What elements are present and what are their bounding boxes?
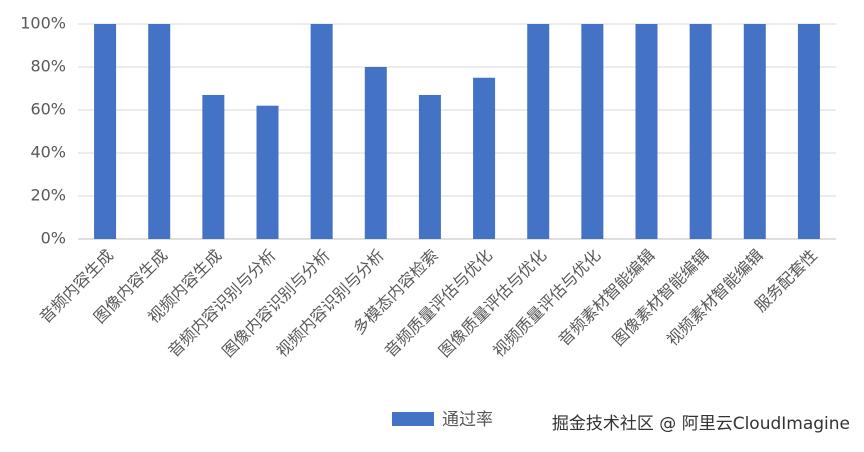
y-tick-label: 100% [20, 14, 66, 33]
bar [527, 24, 550, 239]
x-tick-label: 音频素材智能编辑 [555, 246, 659, 350]
bar [473, 77, 496, 239]
bar [689, 24, 712, 239]
y-tick-label: 0% [41, 229, 66, 248]
bar [581, 24, 604, 239]
x-tick-label: 图像素材智能编辑 [609, 246, 713, 350]
legend-label: 通过率 [442, 410, 493, 430]
bar [635, 24, 658, 239]
bar [202, 94, 225, 239]
bar [256, 105, 279, 239]
bar [743, 24, 766, 239]
x-tick-label: 视频素材智能编辑 [663, 246, 767, 350]
bar [418, 94, 441, 239]
bar [310, 24, 333, 239]
bar [797, 24, 820, 239]
bar [364, 67, 387, 239]
bar [94, 24, 117, 239]
y-tick-label: 60% [30, 100, 66, 119]
legend-swatch [392, 412, 434, 426]
bar [148, 24, 171, 239]
y-tick-label: 40% [30, 143, 66, 162]
y-tick-label: 20% [30, 186, 66, 205]
y-tick-label: 80% [30, 57, 66, 76]
watermark: 掘金技术社区 @ 阿里云CloudImagine [552, 414, 850, 434]
